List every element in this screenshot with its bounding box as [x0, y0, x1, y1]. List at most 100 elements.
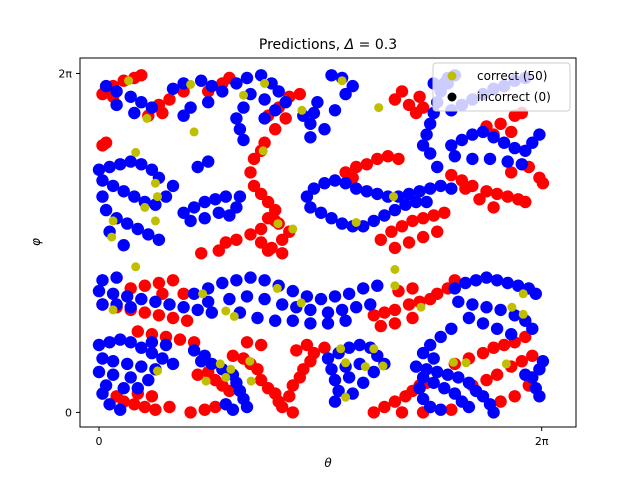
- class-point: [321, 352, 335, 365]
- class-point: [202, 155, 215, 168]
- class-point: [388, 203, 402, 217]
- class-point: [487, 131, 500, 144]
- correct-point: [351, 218, 361, 227]
- class-point: [416, 101, 430, 114]
- correct-point: [239, 90, 248, 100]
- class-point: [131, 222, 144, 236]
- class-point: [166, 311, 180, 325]
- class-point: [526, 349, 539, 362]
- class-point: [106, 355, 120, 368]
- class-point: [501, 155, 514, 168]
- class-point: [198, 195, 211, 209]
- class-point: [209, 193, 222, 206]
- class-point: [462, 376, 476, 389]
- class-point: [335, 303, 349, 317]
- class-point: [258, 292, 271, 306]
- class-point: [219, 236, 232, 249]
- class-point: [114, 403, 127, 416]
- class-point: [466, 128, 479, 141]
- class-point: [106, 368, 120, 381]
- class-point: [406, 214, 419, 228]
- correct-point: [390, 281, 400, 291]
- class-point: [402, 236, 416, 249]
- class-point: [494, 303, 507, 317]
- class-point: [198, 212, 211, 225]
- class-point: [339, 87, 352, 101]
- correct-point: [378, 361, 388, 371]
- class-point: [117, 382, 130, 395]
- class-point: [145, 346, 159, 360]
- class-point: [124, 371, 137, 384]
- class-point: [424, 147, 437, 160]
- class-point: [247, 152, 261, 166]
- correct-point: [501, 359, 511, 369]
- class-point: [318, 123, 331, 136]
- class-point: [269, 123, 282, 136]
- correct-point: [360, 362, 370, 372]
- class-point: [269, 104, 282, 117]
- class-point: [402, 98, 416, 112]
- class-point: [254, 236, 268, 249]
- class-point: [297, 363, 310, 376]
- class-point: [416, 346, 430, 360]
- class-point: [205, 306, 218, 319]
- class-point: [501, 276, 514, 290]
- class-point: [416, 392, 430, 406]
- class-point: [438, 206, 451, 219]
- class-point: [163, 93, 176, 106]
- class-point: [364, 298, 377, 311]
- class-point: [448, 150, 461, 163]
- class-point: [388, 317, 402, 330]
- class-point: [152, 309, 166, 322]
- class-point: [269, 203, 282, 217]
- correct-point: [153, 192, 162, 202]
- class-point: [388, 241, 402, 255]
- class-point: [346, 79, 359, 93]
- correct-point: [186, 79, 196, 89]
- class-point: [483, 152, 497, 166]
- correct-point: [221, 372, 231, 382]
- class-point: [149, 198, 162, 211]
- class-point: [367, 214, 380, 228]
- class-point: [536, 355, 550, 368]
- plot-frame: [79, 57, 577, 428]
- class-point: [445, 322, 458, 335]
- class-point: [166, 82, 180, 96]
- class-point: [166, 274, 180, 287]
- class-point: [177, 109, 190, 122]
- correct-point: [296, 298, 306, 308]
- class-point: [177, 301, 190, 314]
- class-point: [240, 400, 254, 414]
- class-point: [230, 274, 243, 287]
- class-point: [230, 77, 243, 90]
- class-point: [269, 314, 282, 327]
- class-point: [173, 333, 187, 346]
- class-point: [381, 150, 395, 163]
- class-point: [135, 341, 148, 354]
- class-point: [420, 195, 433, 209]
- class-point: [240, 71, 254, 85]
- correct-point: [189, 127, 199, 137]
- class-point: [304, 201, 317, 214]
- class-point: [431, 365, 444, 379]
- class-point: [311, 96, 324, 109]
- correct-point: [226, 364, 236, 374]
- class-point: [216, 276, 229, 290]
- class-point: [145, 390, 159, 403]
- x-tick-label: 2π: [535, 435, 549, 448]
- class-point: [455, 133, 469, 147]
- class-point: [445, 403, 458, 416]
- class-point: [96, 387, 109, 400]
- class-point: [233, 190, 247, 203]
- correct-point: [107, 232, 117, 242]
- class-point: [413, 90, 426, 104]
- class-point: [402, 298, 416, 311]
- class-point: [328, 395, 342, 408]
- legend-marker-correct: [447, 71, 457, 81]
- class-point: [406, 282, 419, 295]
- class-point: [237, 101, 250, 114]
- class-point: [445, 139, 458, 152]
- correct-point: [507, 302, 517, 312]
- class-point: [441, 368, 454, 381]
- class-point: [230, 233, 243, 246]
